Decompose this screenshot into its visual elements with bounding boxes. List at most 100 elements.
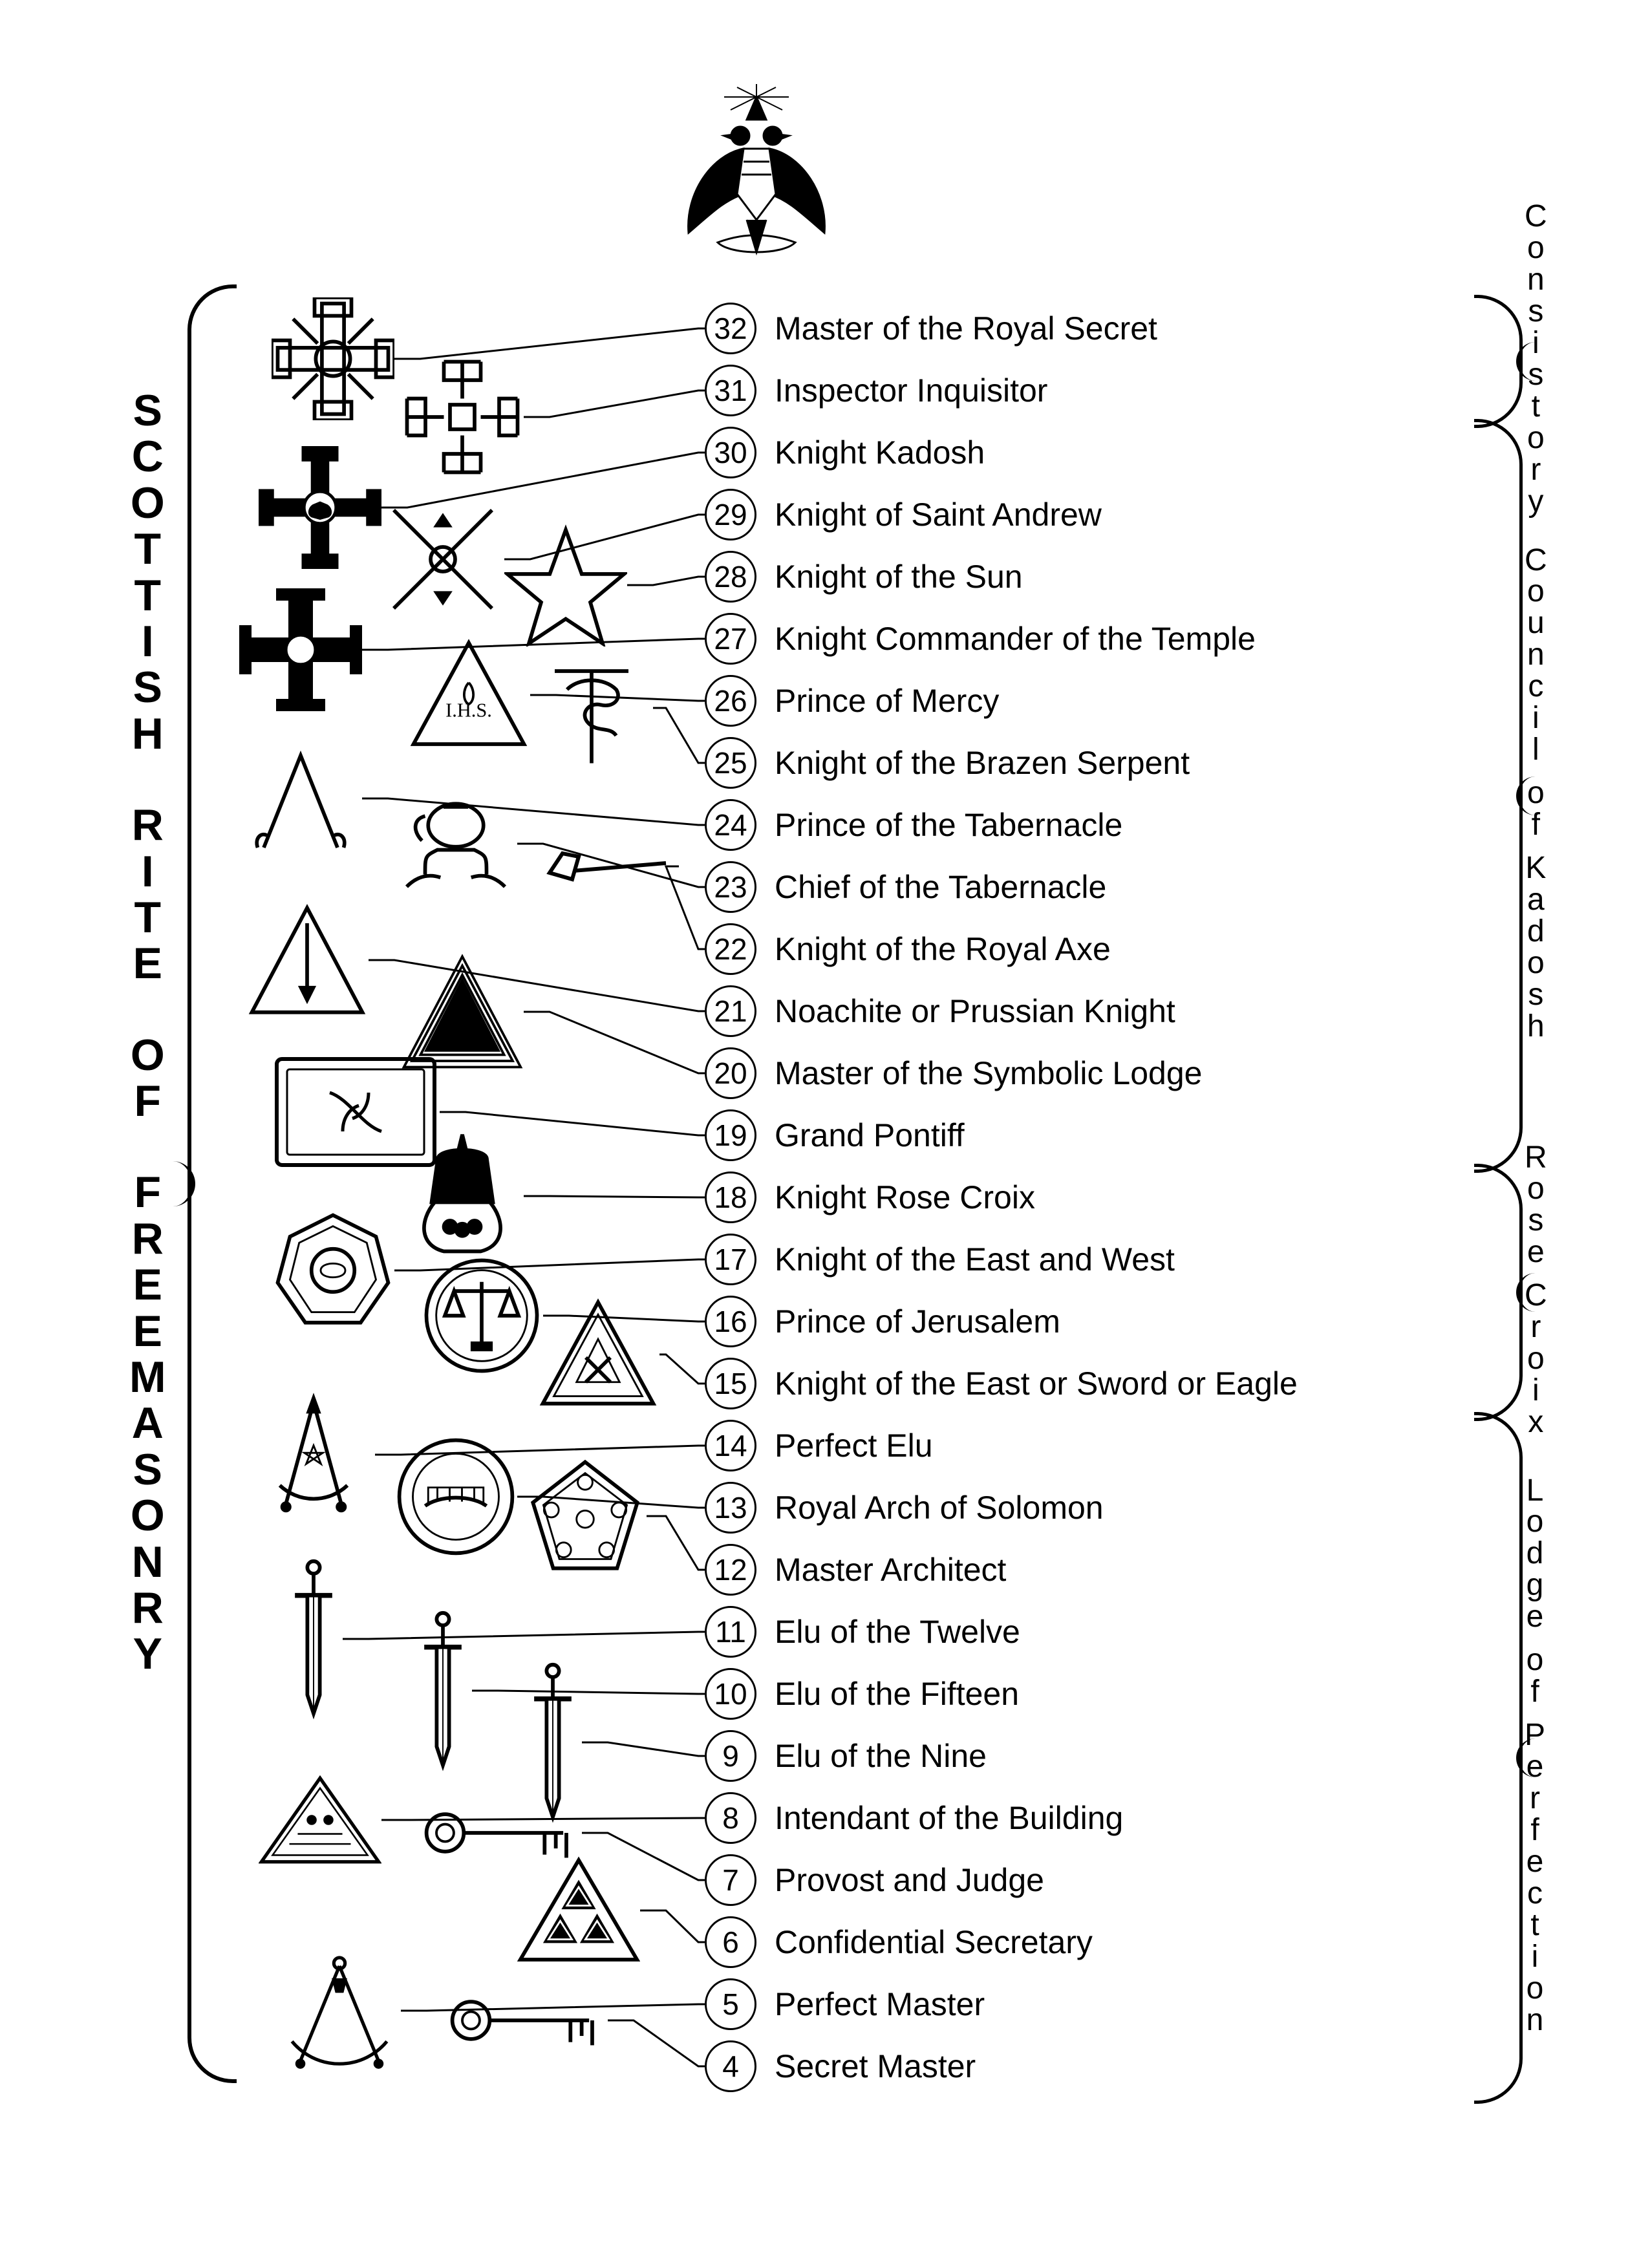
degree-row: 4 Secret Master [705, 2035, 976, 2097]
degree-row: 11 Elu of the Twelve [705, 1601, 1020, 1663]
degree-row: 6Confidential Secretary [705, 1911, 1093, 1973]
degree-label: Elu of the Fifteen [775, 1675, 1019, 1713]
compass-star-icon [252, 1384, 375, 1526]
degree-row: 16 Prince of Jerusalem [705, 1290, 1060, 1353]
degree-number: 28 [705, 551, 756, 603]
degree-row: 28 Knight of the Sun [705, 546, 1023, 608]
pentagon-seal-icon [524, 1455, 647, 1578]
degree-label: Confidential Secretary [775, 1923, 1093, 1961]
group-label: CouncilofKadosh [1525, 545, 1547, 1043]
degree-number: 7 [705, 1854, 756, 1906]
group-brace-icon [1474, 295, 1523, 428]
degree-row: 17Knight of the East and West [705, 1228, 1175, 1290]
degree-number: 22 [705, 923, 756, 975]
emblem-area: I.H.S. [233, 284, 698, 2075]
group-label: LodgeofPerfection [1525, 1475, 1545, 2037]
key-icon [446, 1985, 608, 2056]
degree-number: 31 [705, 365, 756, 416]
degree-label: Master Architect [775, 1551, 1006, 1589]
left-brace-icon [188, 284, 237, 2083]
degree-number: 5 [705, 1978, 756, 2030]
triangle-ihs-icon: I.H.S. [407, 634, 530, 756]
degree-label: Elu of the Twelve [775, 1613, 1020, 1651]
degree-row: 24 Prince of the Tabernacle [705, 794, 1122, 856]
degree-number: 18 [705, 1171, 756, 1223]
degree-label: Prince of Mercy [775, 682, 999, 720]
degree-row: 5Perfect Master [705, 1973, 985, 2035]
hands-urn-icon [394, 782, 517, 905]
triangle-text-icon [259, 1759, 381, 1881]
degree-number: 14 [705, 1420, 756, 1471]
degree-label: Perfect Elu [775, 1427, 933, 1464]
degree-label: Royal Arch of Solomon [775, 1489, 1104, 1526]
svg-text:I.H.S.: I.H.S. [445, 699, 492, 721]
dagger-icon [284, 1558, 343, 1720]
degree-label: Master of the Symbolic Lodge [775, 1054, 1202, 1092]
degree-number: 21 [705, 985, 756, 1037]
degree-number: 10 [705, 1668, 756, 1720]
degree-number: 11 [705, 1606, 756, 1658]
triangle-arrow-icon [246, 899, 369, 1022]
degree-row: 19Grand Pontiff [705, 1104, 965, 1166]
degree-row: 30 Knight Kadosh [705, 422, 985, 484]
degree-number: 24 [705, 799, 756, 851]
degree-label: Knight of the Sun [775, 558, 1023, 595]
teutonic-cross-icon [401, 356, 524, 478]
degree-row: 7Provost and Judge [705, 1849, 1044, 1911]
maltese-icon [239, 588, 362, 711]
dagger-icon [414, 1610, 472, 1771]
degree-label: Knight Rose Croix [775, 1179, 1035, 1216]
pentagram-icon [504, 524, 627, 647]
degree-number: 29 [705, 489, 756, 540]
group-label: Consistory [1525, 201, 1547, 518]
degree-label: Noachite or Prussian Knight [775, 992, 1175, 1030]
degree-label: Knight of the East or Sword or Eagle [775, 1365, 1298, 1402]
degree-label: Prince of the Tabernacle [775, 806, 1122, 844]
degree-row: 26 Prince of Mercy [705, 670, 999, 732]
degree-number: 4 [705, 2040, 756, 2092]
triangle-seal-icon [537, 1293, 659, 1416]
group-brace-icon [1474, 1412, 1523, 2104]
degree-label: Secret Master [775, 2048, 976, 2085]
heptagon-icon [272, 1209, 394, 1332]
degree-row: 23Chief of the Tabernacle [705, 856, 1106, 918]
degree-row: 32 Master of the Royal Secret [705, 297, 1157, 359]
degree-number: 25 [705, 737, 756, 789]
degree-number: 9 [705, 1730, 756, 1782]
main-title: SCOTTISHRITEOFFREEMASONRY [129, 388, 170, 1678]
pelican-icon [401, 1125, 524, 1267]
degree-row: 8Intendant of the Building [705, 1787, 1123, 1849]
degree-label: Prince of Jerusalem [775, 1303, 1060, 1340]
degree-label: Knight of the Royal Axe [775, 930, 1111, 968]
degree-number: 17 [705, 1234, 756, 1285]
degree-row: 9Elu of the Nine [705, 1725, 987, 1787]
group-label: RoseCroix [1525, 1142, 1547, 1439]
cross-xxxii-icon [272, 297, 394, 420]
degree-label: Knight Kadosh [775, 434, 985, 471]
degree-row: 22 Knight of the Royal Axe [705, 918, 1111, 980]
andrew-x-icon [381, 498, 504, 621]
scales-seal-icon [420, 1254, 543, 1377]
degree-row: 21 Noachite or Prussian Knight [705, 980, 1175, 1042]
degree-row: 13 Royal Arch of Solomon [705, 1477, 1104, 1539]
degree-row: 12Master Architect [705, 1539, 1006, 1601]
degree-row: 15 Knight of the East or Sword or Eagle [705, 1353, 1298, 1415]
tau-serpent-icon [530, 647, 653, 769]
degree-number: 20 [705, 1047, 756, 1099]
degree-label: Inspector Inquisitor [775, 372, 1047, 409]
degree-row: 27Knight Commander of the Temple [705, 608, 1256, 670]
degree-label: Master of the Royal Secret [775, 310, 1157, 347]
round-seal-icon [394, 1435, 517, 1558]
degree-number: 15 [705, 1358, 756, 1409]
degree-number: 30 [705, 427, 756, 478]
degree-row: 20 Master of the Symbolic Lodge [705, 1042, 1202, 1104]
degree-row: 10 Elu of the Fifteen [705, 1663, 1019, 1725]
degree-number: 8 [705, 1792, 756, 1844]
degree-number: 16 [705, 1296, 756, 1347]
degree-number: 19 [705, 1109, 756, 1161]
degree-row: 14 Perfect Elu [705, 1415, 933, 1477]
degree-number: 26 [705, 675, 756, 727]
degree-number: 13 [705, 1482, 756, 1534]
degree-label: Knight Commander of the Temple [775, 620, 1256, 658]
degree-number: 32 [705, 303, 756, 354]
